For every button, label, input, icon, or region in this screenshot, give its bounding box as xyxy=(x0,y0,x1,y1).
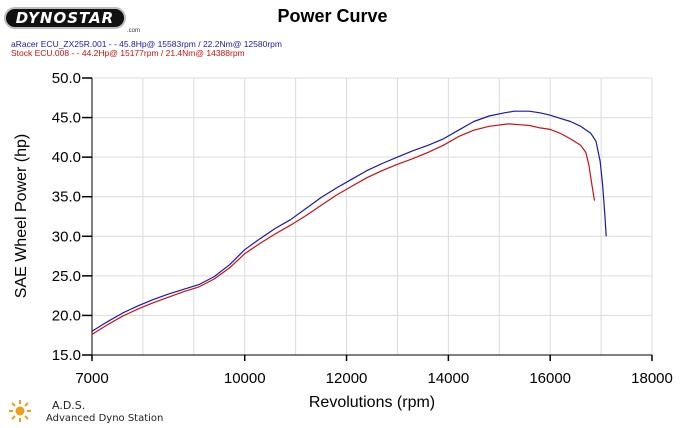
tick-labels: 15.0 20.0 25.0 30.0 35.0 40.0 45.0 50.0 7000 1000… xyxy=(52,70,673,387)
y-tick-label-15: 15.0 xyxy=(52,347,81,364)
dynostar-logo: DYNOSTAR .com xyxy=(4,7,140,34)
x-tick-label-18000: 18000 xyxy=(631,370,673,387)
logo-badge: DYNOSTAR xyxy=(4,7,126,29)
x-tick-label-16000: 16000 xyxy=(529,370,571,387)
ads-sun-icon xyxy=(9,400,31,422)
axes xyxy=(82,77,653,361)
y-tick-label-30: 30.0 xyxy=(52,228,81,245)
x-tick-label-14000: 14000 xyxy=(428,370,470,387)
series-lines xyxy=(91,110,607,335)
x-tick-label-10000: 10000 xyxy=(224,370,266,387)
ads-footer: A.D.S. Advanced Dyno Station xyxy=(6,397,206,427)
grid-lines xyxy=(91,77,653,356)
x-tick-label-7000: 7000 xyxy=(75,370,108,387)
y-tick-label-20: 20.0 xyxy=(52,307,81,324)
y-tick-label-40: 40.0 xyxy=(52,149,81,166)
y-tick-label-50: 50.0 xyxy=(52,70,81,87)
y-axis-label: SAE Wheel Power (hp) xyxy=(13,134,30,299)
legend: aRacer ECU_ZX25R.001 - - 45.8Hp@ 15583rp… xyxy=(11,40,282,58)
series-line-aracer xyxy=(91,110,607,332)
logo-domain: .com xyxy=(127,28,141,34)
series-line-stock xyxy=(91,123,596,335)
ads-subtitle: Advanced Dyno Station xyxy=(46,413,164,424)
x-axis-label: Revolutions (rpm) xyxy=(309,394,435,411)
y-tick-label-25: 25.0 xyxy=(52,268,81,285)
legend-entry-aracer: aRacer ECU_ZX25R.001 - - 45.8Hp@ 15583rp… xyxy=(11,39,282,49)
y-tick-label-35: 35.0 xyxy=(52,189,81,206)
ads-name: A.D.S. xyxy=(52,399,86,412)
legend-entry-stock: Stock ECU.008 - - 44.2Hp@ 15177rpm / 21.… xyxy=(11,48,245,58)
y-tick-label-45: 45.0 xyxy=(52,110,81,127)
chart-title: Power Curve xyxy=(277,6,388,26)
x-tick-label-12000: 12000 xyxy=(326,370,368,387)
